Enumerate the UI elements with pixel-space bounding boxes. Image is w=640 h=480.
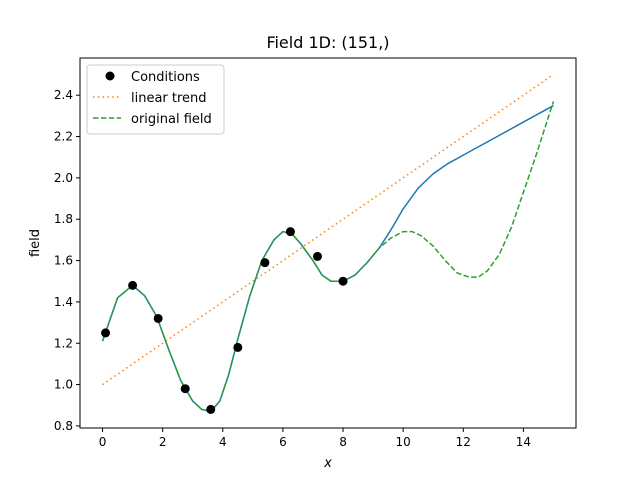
condition-point-6: [260, 258, 270, 268]
x-tick-label: 12: [456, 435, 471, 449]
x-tick-label: 14: [516, 435, 531, 449]
condition-point-2: [153, 313, 163, 323]
y-axis-label: field: [28, 229, 43, 257]
y-tick-label: 1.0: [54, 378, 73, 392]
chart-title: Field 1D: (151,): [266, 33, 389, 52]
condition-point-8: [312, 251, 322, 261]
original-field-line: [101, 101, 555, 413]
condition-point-5: [233, 342, 243, 352]
x-tick-label: 2: [159, 435, 167, 449]
condition-point-9: [338, 276, 348, 286]
legend-label-Conditions: Conditions: [131, 70, 200, 85]
x-tick-label: 0: [99, 435, 107, 449]
y-tick-label: 2.4: [54, 88, 73, 102]
legend-label-linear-trend: linear trend: [131, 91, 207, 106]
condition-point-4: [206, 404, 216, 414]
x-tick-label: 4: [219, 435, 227, 449]
condition-point-7: [285, 227, 295, 237]
plot-area: [101, 73, 555, 414]
y-tick-label: 2.0: [54, 171, 73, 185]
x-tick-label: 6: [279, 435, 287, 449]
y-tick-label: 1.8: [54, 212, 73, 226]
legend-marker-Conditions: [105, 71, 115, 81]
x-tick-label: 10: [396, 435, 411, 449]
axes-frame: [79, 57, 577, 429]
x-tick-label: 8: [339, 435, 347, 449]
y-tick-label: 1.2: [54, 336, 73, 350]
condition-point-1: [128, 280, 138, 290]
y-tick-label: 1.6: [54, 254, 73, 268]
y-tick-label: 2.2: [54, 130, 73, 144]
y-tick-label: 1.4: [54, 295, 73, 309]
axis-ticks: 0 2 4 6 8 10 12 14 0.8 1.0 1.2 1.4 1.6 1.8 2.0 2.2 2.4: [54, 88, 531, 449]
condition-point-0: [101, 328, 111, 338]
x-axis-label: x: [323, 456, 332, 471]
legend-label-original-field: original field: [131, 112, 212, 127]
condition-point-3: [180, 384, 190, 394]
legend: Conditions linear trend original field: [86, 64, 225, 135]
y-tick-label: 0.8: [54, 419, 73, 433]
linear-trend-line: [102, 73, 554, 386]
legend-box: [86, 64, 225, 135]
